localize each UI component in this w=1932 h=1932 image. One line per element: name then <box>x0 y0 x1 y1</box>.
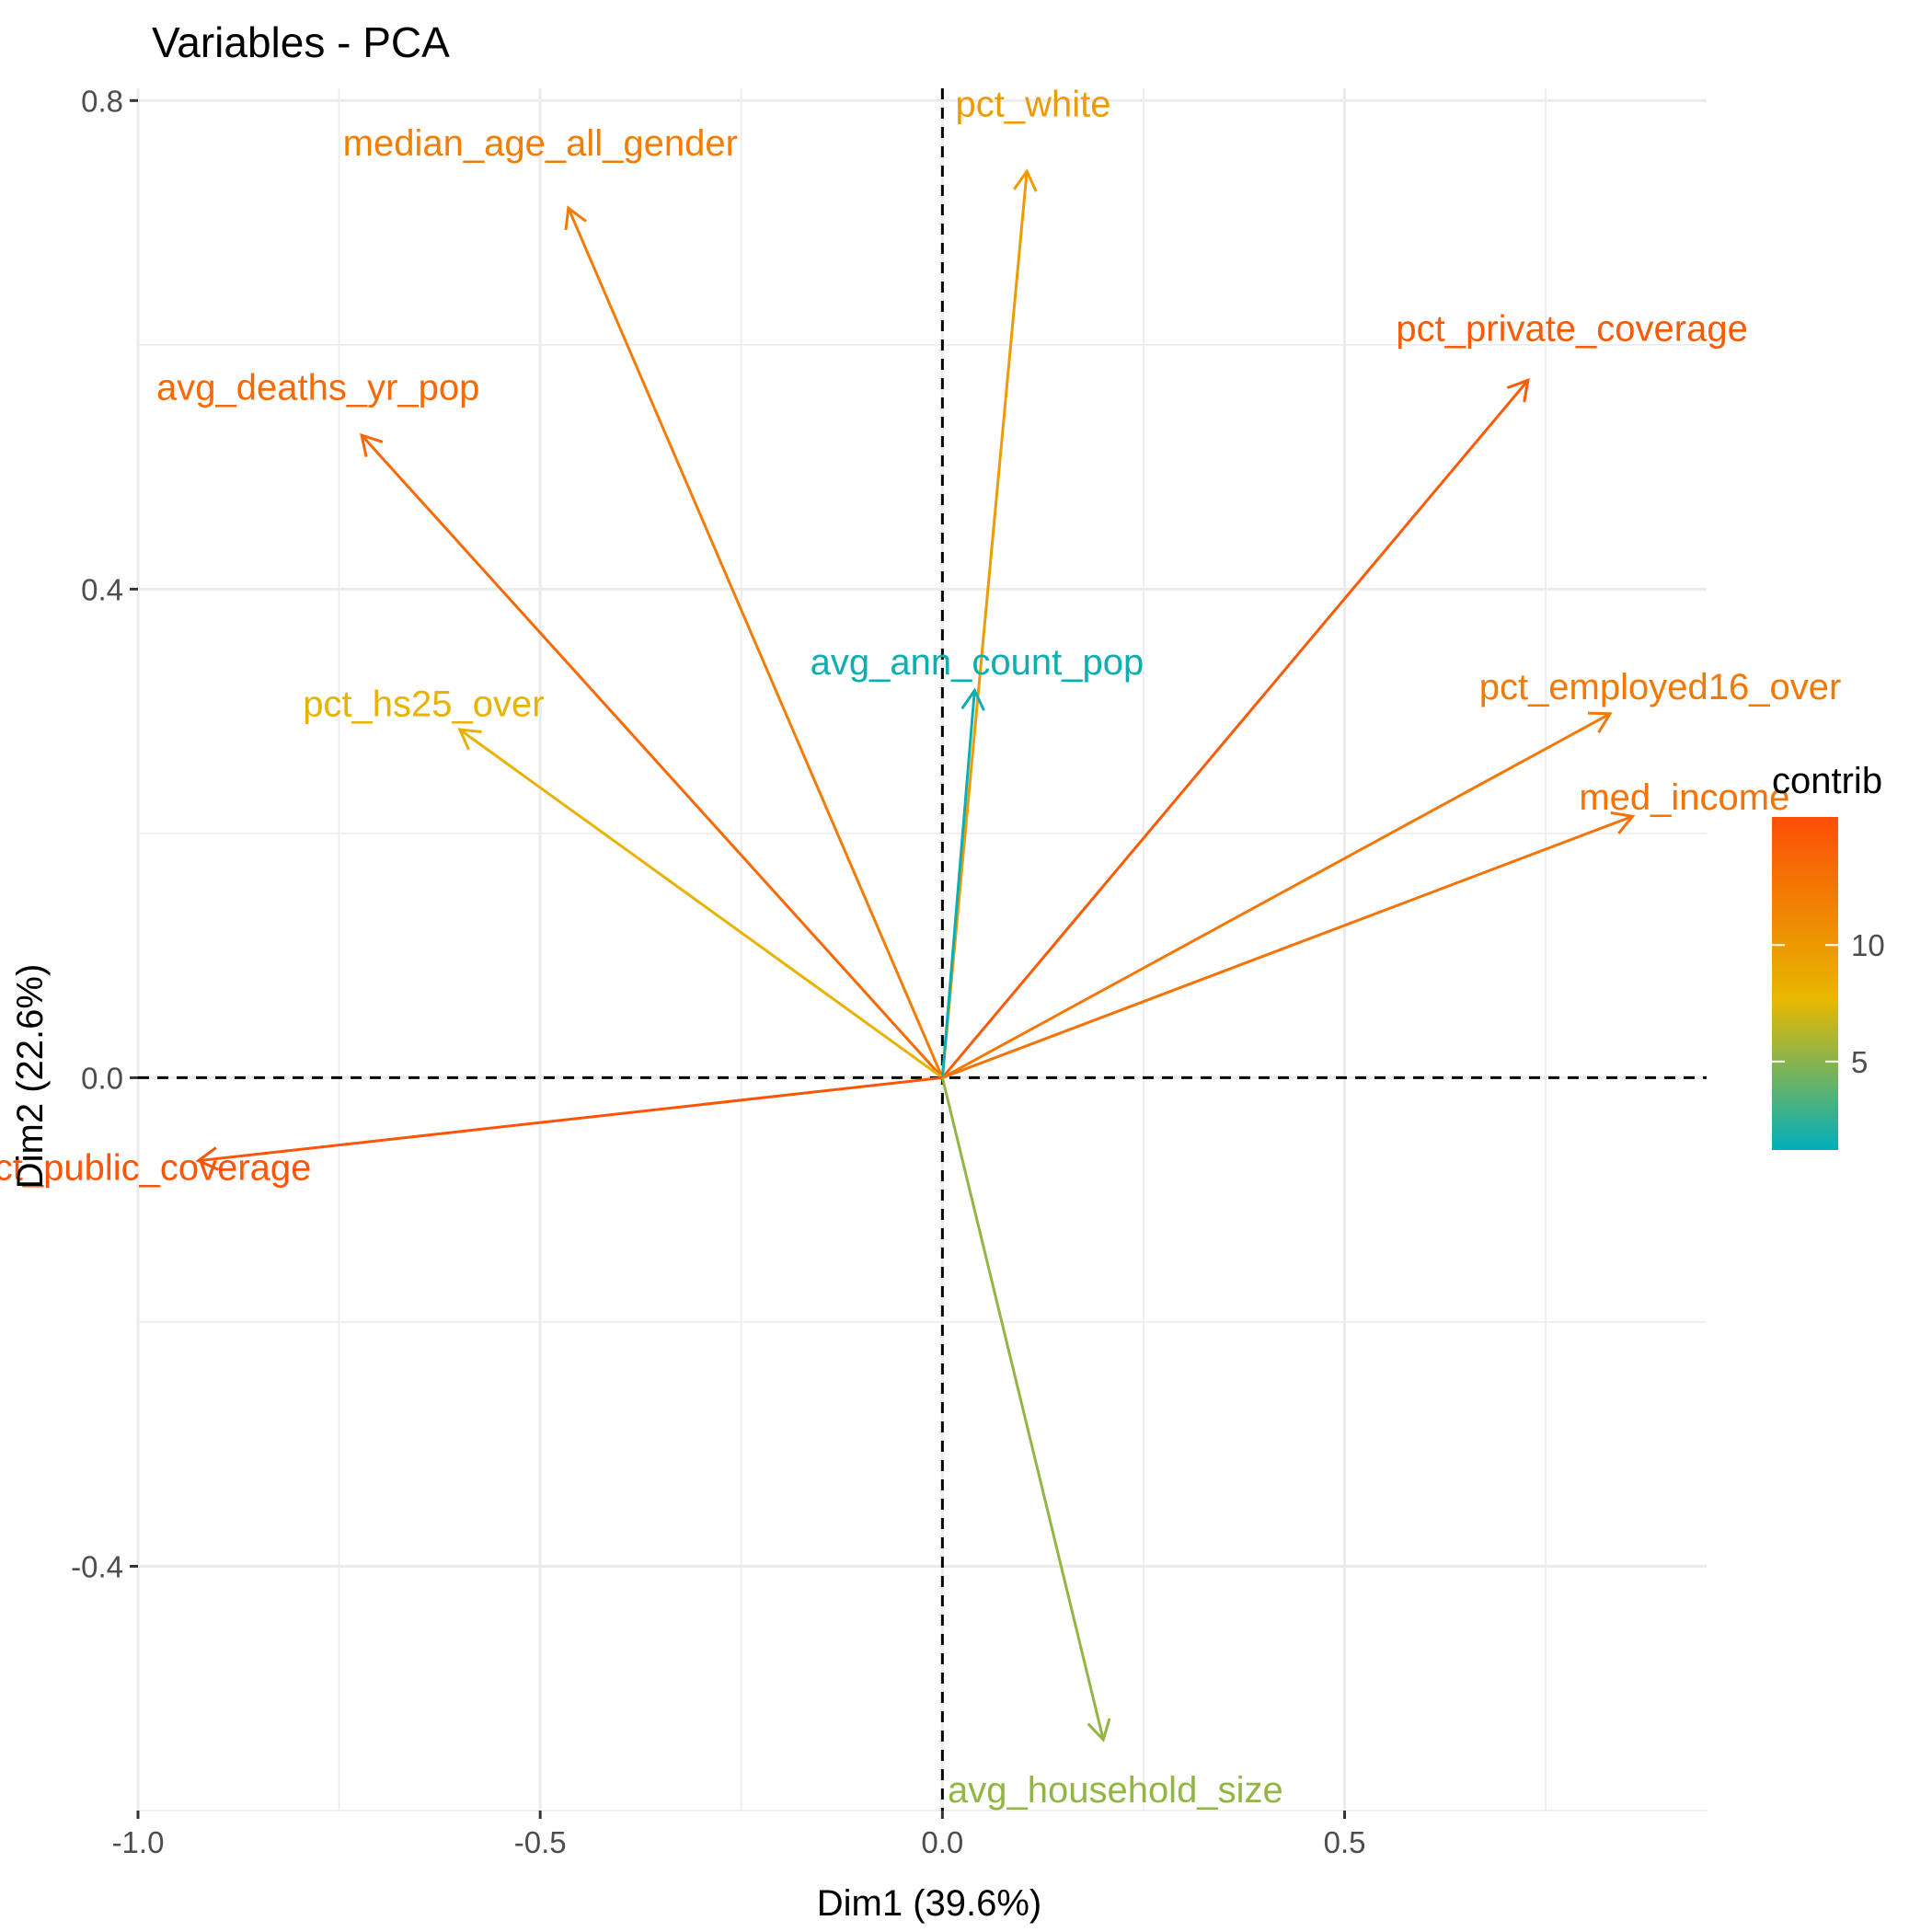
arrow-head <box>564 205 587 231</box>
axis-ticks: -1.0 -0.5 0.0 0.5 -0.4 0.0 0.4 0.8 <box>71 84 1365 1859</box>
variable-label: pct_hs25_over <box>303 684 544 725</box>
x-tick-label: 0.5 <box>1324 1825 1366 1859</box>
variable-label: avg_ann_count_pop <box>811 642 1144 683</box>
arrow-shaft <box>940 1077 1105 1741</box>
variable-label: pct_employed16_over <box>1479 667 1842 707</box>
arrow-shaft <box>198 1075 943 1163</box>
arrow-head <box>960 687 985 711</box>
variable-labels: median_age_all_gender pct_white avg_deaths… <box>0 84 1841 1811</box>
variable-label: median_age_all_gender <box>343 123 738 164</box>
arrow-head <box>457 728 482 751</box>
legend-title: contrib <box>1772 761 1882 801</box>
y-tick-label: 0.0 <box>81 1061 123 1095</box>
x-tick-label: -0.5 <box>514 1825 567 1859</box>
variable-arrow <box>940 687 985 1078</box>
variable-arrow <box>940 1077 1111 1742</box>
variable-arrow <box>195 1075 943 1171</box>
arrow-shaft <box>941 712 1611 1079</box>
variable-label: med_income <box>1579 777 1789 818</box>
arrow-shaft <box>458 728 944 1079</box>
variable-label: pct_white <box>956 84 1111 124</box>
y-tick-label: 0.8 <box>81 84 123 118</box>
arrow-head <box>1506 378 1530 403</box>
variable-arrow <box>941 711 1613 1079</box>
arrow-head <box>1013 168 1038 192</box>
variable-arrow <box>360 432 944 1079</box>
variable-label: pct_public_coverage <box>0 1147 311 1188</box>
arrow-shaft <box>360 434 944 1079</box>
variable-arrows <box>195 168 1636 1742</box>
legend: contrib 5 10 <box>1772 761 1885 1150</box>
variable-label: avg_deaths_yr_pop <box>156 368 479 408</box>
arrow-shaft <box>567 207 944 1078</box>
variable-arrow <box>457 728 944 1079</box>
variable-label: pct_private_coverage <box>1396 308 1747 349</box>
variable-arrow <box>941 378 1530 1079</box>
arrow-head <box>1087 1718 1111 1742</box>
x-tick-label: 0.0 <box>921 1825 963 1859</box>
legend-ticks: 5 10 <box>1772 928 1885 1079</box>
arrow-shaft <box>940 171 1029 1078</box>
variable-arrow <box>941 811 1636 1079</box>
variable-arrow <box>940 168 1038 1078</box>
arrow-head <box>1588 711 1613 734</box>
arrow-shaft <box>941 814 1634 1079</box>
x-axis-title: Dim1 (39.6%) <box>817 1883 1042 1924</box>
arrow-shaft <box>940 690 976 1078</box>
y-tick-label: -0.4 <box>71 1549 123 1583</box>
legend-tick-label: 10 <box>1851 928 1885 962</box>
legend-colorbar <box>1772 817 1838 1150</box>
arrow-head <box>360 432 384 457</box>
reference-lines <box>138 88 1707 1811</box>
variable-label: avg_household_size <box>948 1770 1283 1811</box>
x-tick-label: -1.0 <box>112 1825 165 1859</box>
legend-tick-label: 5 <box>1851 1045 1868 1079</box>
variable-arrow <box>564 205 944 1078</box>
y-tick-label: 0.4 <box>81 572 123 606</box>
arrow-head <box>195 1146 220 1171</box>
chart-title: Variables - PCA <box>152 18 450 66</box>
arrow-head <box>1610 811 1636 834</box>
arrow-shaft <box>941 379 1530 1079</box>
y-axis-title: Dim2 (22.6%) <box>10 964 51 1190</box>
